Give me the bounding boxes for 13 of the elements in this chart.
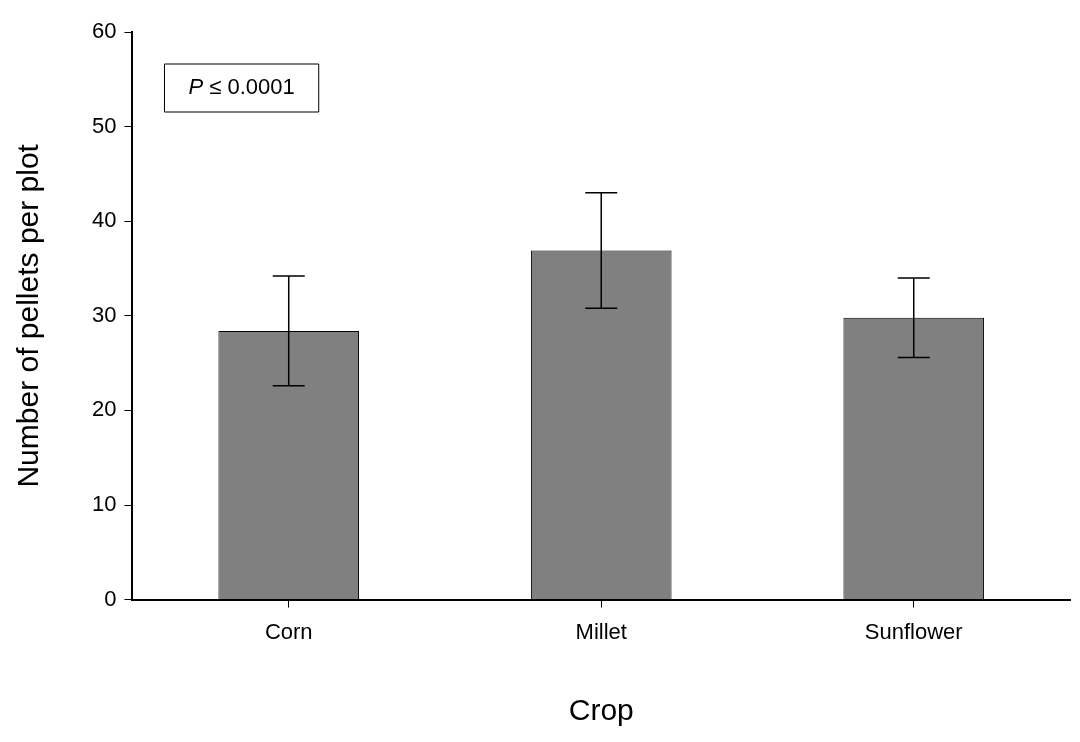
y-axis-title: Number of pellets per plot <box>11 143 45 488</box>
x-tick-label: Corn <box>264 618 313 644</box>
y-tick-label: 40 <box>91 207 117 233</box>
y-tick-label: 60 <box>91 18 117 44</box>
y-tick-label: 10 <box>91 491 117 517</box>
y-tick-label: 50 <box>91 112 117 138</box>
x-tick-label: Millet <box>575 618 627 644</box>
x-axis-title: Crop <box>568 693 634 727</box>
y-tick-label: 0 <box>104 585 117 611</box>
y-tick-label: 20 <box>91 396 117 422</box>
x-tick-label: Sunflower <box>864 618 963 644</box>
annotation: P ≤ 0.0001 <box>188 74 295 100</box>
y-tick-label: 30 <box>91 301 117 327</box>
